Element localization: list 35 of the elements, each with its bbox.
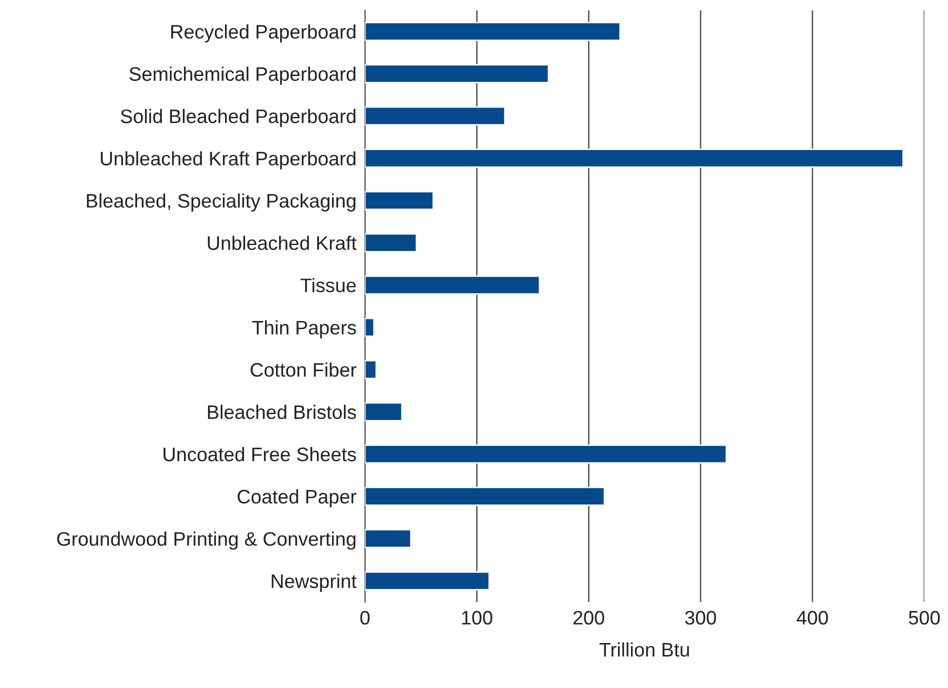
bar bbox=[364, 275, 540, 295]
x-tick-label: 100 bbox=[462, 610, 492, 625]
bar bbox=[364, 360, 377, 380]
y-tick-label: Thin Papers bbox=[252, 320, 356, 338]
y-tick-label: Uncoated Free Sheets bbox=[164, 447, 356, 462]
y-tick-label: Cotton Fiber bbox=[250, 362, 356, 377]
y-tick-label: Bleached Bristols bbox=[208, 404, 356, 420]
bar bbox=[364, 571, 490, 590]
bar bbox=[364, 486, 606, 506]
y-tick-label: Recycled Paperboard bbox=[171, 24, 356, 43]
bar bbox=[364, 106, 506, 126]
bar bbox=[364, 233, 418, 252]
y-tick-label: Semichemical Paperboard bbox=[130, 66, 356, 85]
x-tick-label: 200 bbox=[573, 610, 604, 625]
bar bbox=[364, 402, 403, 422]
bar bbox=[364, 444, 727, 464]
bar bbox=[364, 190, 434, 210]
y-tick-label: Unbleached Kraft bbox=[208, 236, 357, 250]
bar bbox=[364, 529, 412, 548]
bar bbox=[364, 148, 904, 168]
y-tick-label: Coated Paper bbox=[238, 489, 356, 508]
x-tick-label: 0 bbox=[360, 610, 370, 625]
bar bbox=[364, 318, 375, 337]
y-tick-label: Newsprint bbox=[272, 574, 357, 592]
y-tick-label: Bleached, Speciality Packaging bbox=[86, 193, 356, 212]
y-tick-label: Tissue bbox=[300, 278, 356, 292]
x-tick-label: 400 bbox=[796, 610, 828, 625]
y-tick-label: Solid Bleached Paperboard bbox=[120, 108, 356, 128]
x-tick-label: 300 bbox=[685, 610, 716, 625]
bar bbox=[364, 64, 550, 84]
y-tick-label: Groundwood Printing & Converting bbox=[57, 532, 356, 550]
x-tick-label: 500 bbox=[908, 610, 940, 625]
y-tick-label: Unbleached Kraft Paperboard bbox=[100, 151, 356, 170]
x-axis-title: Trillion Btu bbox=[600, 642, 689, 657]
bar bbox=[364, 22, 621, 42]
